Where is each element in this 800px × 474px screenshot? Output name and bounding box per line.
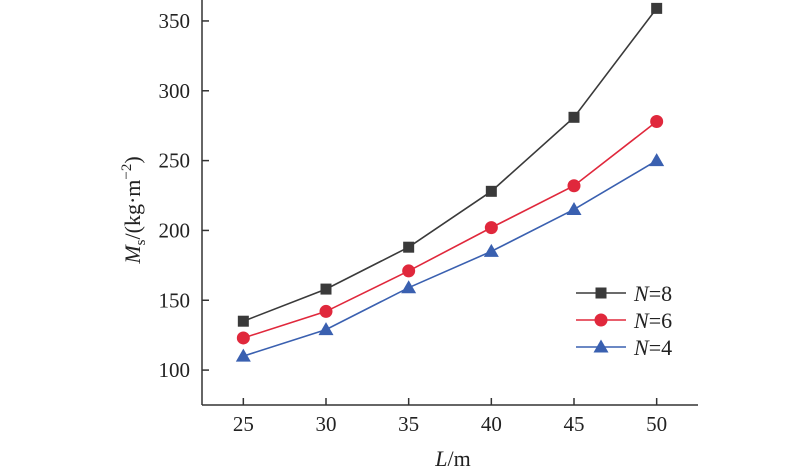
legend-marker: [594, 313, 608, 327]
series-layer: [235, 2, 665, 362]
y-tick-label: 150: [159, 288, 191, 312]
x-tick-label: 40: [481, 412, 502, 436]
data-point: [402, 264, 416, 278]
data-point: [485, 185, 497, 197]
x-tick-label: 50: [646, 412, 667, 436]
y-tick-label: 100: [159, 358, 191, 382]
data-point: [484, 221, 498, 235]
data-point: [568, 111, 580, 123]
data-point: [318, 322, 334, 336]
data-point: [320, 283, 332, 295]
legend-item: N=8: [576, 281, 672, 306]
legend-item: N=6: [576, 308, 672, 333]
x-tick-label: 30: [316, 412, 337, 436]
data-point: [237, 315, 249, 327]
y-tick-label: 350: [159, 9, 191, 33]
data-point: [319, 304, 333, 318]
data-point: [567, 179, 581, 193]
data-point: [401, 280, 417, 294]
legend-item: N=4: [576, 335, 672, 360]
series-circle: [236, 115, 664, 345]
series-line: [243, 7, 658, 322]
legend-label: N=4: [633, 335, 672, 360]
series-line: [243, 120, 658, 339]
y-tick-label: 200: [159, 218, 191, 242]
data-point: [236, 331, 250, 345]
x-tick-label: 25: [233, 412, 254, 436]
data-point: [403, 241, 415, 253]
series-line: [243, 159, 658, 357]
x-axis-title: L/m: [434, 446, 470, 471]
axes: 25 30 35 40 45 50 100 150 200 250 300 350: [159, 0, 698, 436]
data-point: [235, 348, 251, 362]
data-point: [650, 115, 664, 128]
data-point: [566, 201, 582, 215]
legend-marker: [593, 339, 609, 353]
y-axis-title: Ms/(kg·m−2): [119, 156, 149, 264]
x-tick-label: 45: [564, 412, 585, 436]
data-point: [651, 2, 663, 14]
legend-label: N=8: [633, 281, 672, 306]
legend: N=8N=6N=4: [576, 281, 672, 360]
y-tick-label: 300: [159, 79, 191, 103]
x-tick-label: 35: [398, 412, 419, 436]
data-point: [483, 243, 499, 257]
legend-marker: [595, 287, 607, 299]
series-triangle: [235, 153, 665, 362]
y-tick-label: 250: [159, 149, 191, 173]
legend-label: N=6: [633, 308, 672, 333]
data-point: [649, 153, 665, 167]
series-square: [237, 2, 663, 327]
